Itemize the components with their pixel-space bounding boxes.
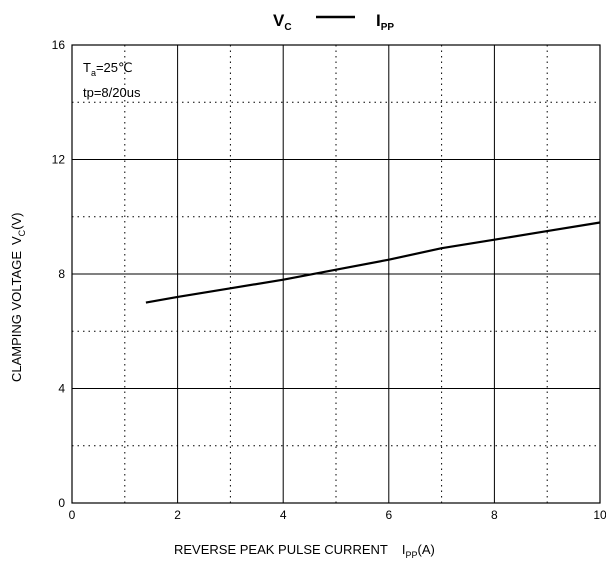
annotation-pulse: tp=8/20us xyxy=(83,85,141,100)
x-axis-label: REVERSE PEAK PULSE CURRENT IPP(A) xyxy=(174,542,435,560)
x-tick-label: 4 xyxy=(280,508,287,522)
chart-title-left: VC xyxy=(273,11,292,33)
y-tick-label: 0 xyxy=(58,496,65,510)
y-axis-label: CLAMPING VOLTAGEVC(V) xyxy=(9,212,27,382)
series-layer xyxy=(145,221,601,304)
series-line xyxy=(145,221,601,304)
annotation-temperature: Ta=25℃ xyxy=(83,60,133,78)
x-tick-label: 0 xyxy=(69,508,76,522)
chart-title-right: IPP xyxy=(376,11,394,33)
x-tick-labels: 0 2 4 6 8 10 xyxy=(69,508,606,522)
plot-frame xyxy=(71,44,601,504)
x-tick-label: 10 xyxy=(593,508,606,522)
x-tick-label: 2 xyxy=(174,508,181,522)
major-grid xyxy=(72,45,600,503)
y-tick-label: 12 xyxy=(52,153,66,167)
y-tick-labels: 0 4 8 12 16 xyxy=(52,38,66,510)
x-tick-label: 8 xyxy=(491,508,498,522)
minor-grid xyxy=(72,45,600,503)
x-tick-label: 6 xyxy=(385,508,392,522)
y-tick-label: 16 xyxy=(52,38,66,52)
y-tick-label: 8 xyxy=(58,267,65,281)
y-tick-label: 4 xyxy=(58,382,65,396)
